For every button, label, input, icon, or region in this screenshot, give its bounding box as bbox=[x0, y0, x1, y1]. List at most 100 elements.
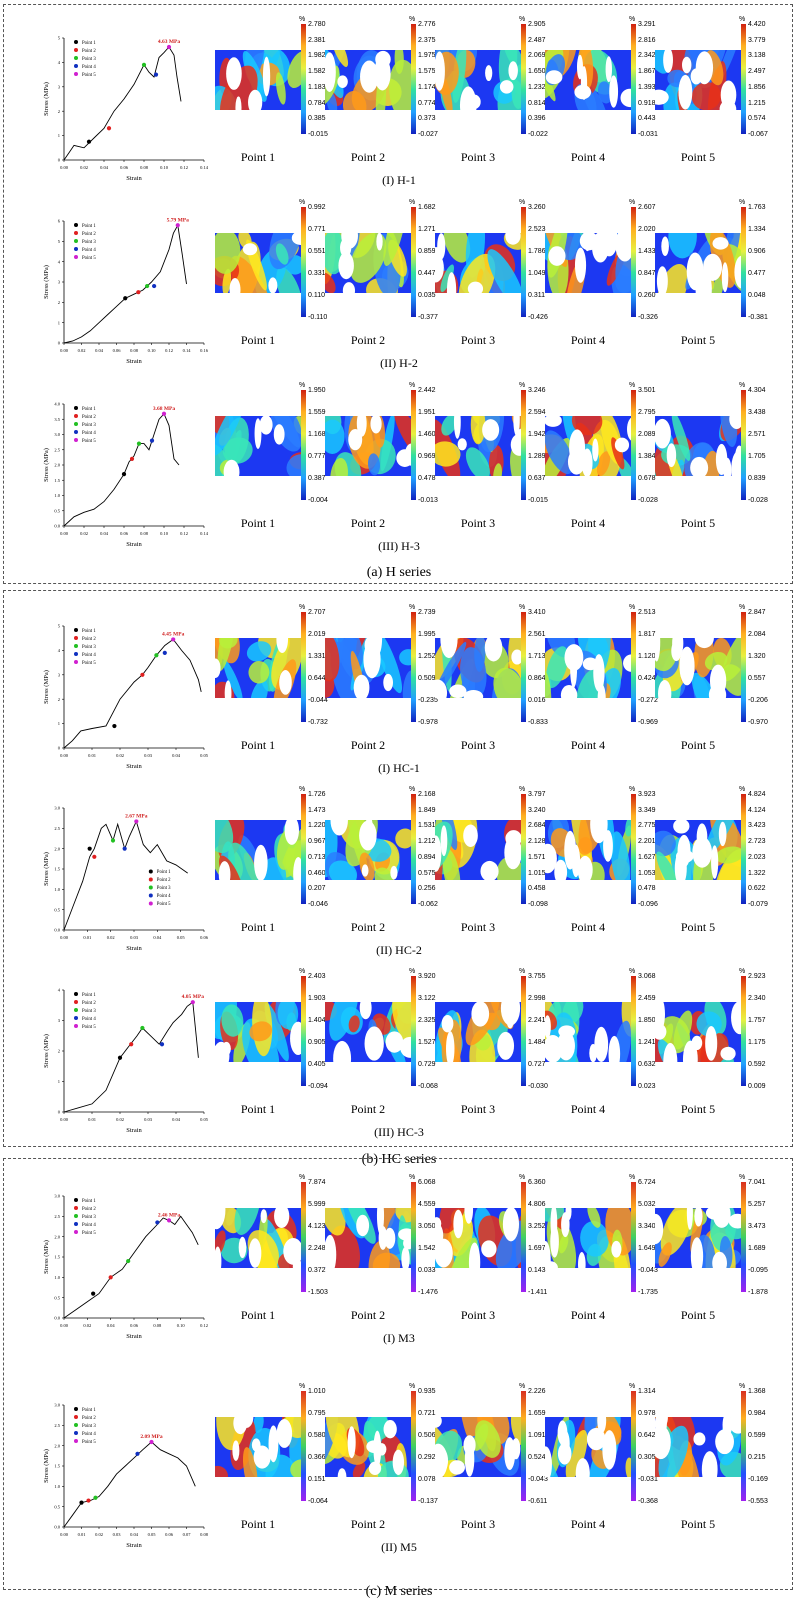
crack-void bbox=[671, 640, 682, 662]
x-tick-label: 0.14 bbox=[183, 348, 192, 353]
y-tick-label: 4 bbox=[58, 648, 61, 653]
legend-label: Point 3 bbox=[157, 886, 171, 891]
colorbar-tick-label: 0.478 bbox=[638, 885, 656, 893]
strain-field-svg bbox=[215, 820, 303, 880]
legend-label: Point 5 bbox=[157, 902, 171, 907]
strain-band bbox=[435, 441, 461, 467]
crack-void bbox=[375, 50, 391, 68]
legend-swatch bbox=[74, 40, 78, 44]
colorbar-tick-label: 1.174 bbox=[418, 83, 436, 91]
strain-contour-map bbox=[655, 1208, 743, 1268]
colorbar-tick-label: 6.068 bbox=[418, 1179, 436, 1186]
x-tick-label: 0.01 bbox=[78, 1532, 86, 1537]
legend-swatch bbox=[148, 885, 153, 890]
colorbar bbox=[631, 390, 636, 500]
crack-void bbox=[597, 684, 606, 698]
x-tick-label: 0.02 bbox=[116, 1117, 124, 1122]
crack-void bbox=[218, 861, 231, 880]
strain-band bbox=[465, 447, 490, 476]
crack-void bbox=[608, 1035, 621, 1062]
strain-band bbox=[446, 1237, 478, 1268]
row-caption: (II) M5 bbox=[381, 1540, 417, 1554]
colorbar-tick-label: 1.627 bbox=[638, 853, 656, 861]
colorbar-unit: % bbox=[409, 199, 416, 206]
colorbar-unit: % bbox=[299, 1383, 306, 1390]
colorbar-tick-label: 2.816 bbox=[638, 36, 656, 44]
colorbar-tick-label: 0.385 bbox=[308, 115, 326, 123]
crack-void bbox=[482, 419, 500, 441]
point-label: Point 1 bbox=[240, 333, 276, 347]
colorbar-tick-label: 0.478 bbox=[418, 475, 436, 482]
colorbar-tick-label: 1.849 bbox=[418, 806, 436, 814]
legend-label: Point 2 bbox=[157, 878, 171, 883]
colorbar-tick-label: -0.068 bbox=[418, 1083, 438, 1090]
x-axis-label: Strain bbox=[126, 1333, 142, 1340]
y-tick-label: 2.5 bbox=[54, 447, 60, 452]
strain-contour-map bbox=[545, 1002, 633, 1062]
y-tick-label: 5 bbox=[58, 624, 61, 629]
legend-swatch bbox=[74, 72, 78, 76]
crack-void bbox=[480, 860, 499, 880]
x-tick-label: 0.03 bbox=[144, 753, 153, 758]
strain-band bbox=[545, 646, 569, 689]
point-label: Point 2 bbox=[350, 920, 386, 934]
crack-void bbox=[590, 820, 608, 844]
point-label: Point 5 bbox=[680, 516, 716, 530]
strain-field-svg bbox=[215, 1002, 303, 1062]
strain-band bbox=[250, 679, 268, 698]
legend-swatch bbox=[74, 438, 78, 442]
crack-void bbox=[558, 1025, 576, 1038]
point-label: Point 4 bbox=[570, 150, 606, 164]
colorbar bbox=[301, 794, 306, 904]
colorbar bbox=[301, 1391, 306, 1501]
strain-contour-map bbox=[655, 50, 743, 110]
colorbar-tick-label: 2.607 bbox=[638, 204, 656, 211]
stress-strain-chart: 0.00 0.01 0.02 0.03 0.04 0.05 0.06 0.07 0.08 0.0 0… bbox=[43, 1403, 209, 1549]
y-tick-label: 4 bbox=[58, 259, 61, 264]
colorbar-tick-label: 1.650 bbox=[528, 68, 546, 76]
crack-void bbox=[545, 1240, 551, 1268]
colorbar-tick-label: 0.678 bbox=[638, 475, 656, 482]
point-label: Point 4 bbox=[570, 920, 606, 934]
x-tick-label: 0.12 bbox=[200, 1323, 208, 1328]
colorbar-tick-label: 0.644 bbox=[308, 675, 326, 682]
crack-void bbox=[569, 429, 586, 466]
crack-void bbox=[383, 1420, 397, 1439]
colorbar-tick-label: 0.477 bbox=[748, 270, 766, 277]
y-tick-label: 3 bbox=[58, 280, 61, 285]
x-tick-label: 0.05 bbox=[177, 935, 186, 940]
colorbar-tick-label: 0.078 bbox=[418, 1476, 436, 1483]
colorbar-unit: % bbox=[629, 786, 636, 793]
colorbar-unit: % bbox=[299, 199, 306, 206]
legend-label: Point 2 bbox=[82, 232, 96, 237]
colorbar-tick-label: 0.372 bbox=[308, 1267, 326, 1274]
x-tick-label: 0.04 bbox=[172, 1117, 181, 1122]
series-panel bbox=[3, 4, 793, 584]
strain-band bbox=[222, 268, 232, 293]
legend-swatch bbox=[74, 1198, 78, 1202]
crack-void bbox=[276, 638, 289, 654]
row-caption: (I) HC-1 bbox=[378, 761, 420, 775]
strain-contour-map bbox=[545, 50, 633, 110]
strain-band bbox=[658, 1242, 672, 1267]
stress-strain-chart: 0.00 0.01 0.02 0.03 0.04 0.05 0 1 2 3 4 Strain Stres… bbox=[43, 988, 209, 1134]
legend-swatch bbox=[74, 406, 78, 410]
colorbar-tick-label: -0.044 bbox=[308, 697, 328, 704]
strain-field-svg bbox=[435, 820, 523, 880]
row-caption: (III) HC-3 bbox=[374, 1125, 424, 1139]
strain-field-svg bbox=[325, 1208, 413, 1268]
legend-label: Point 4 bbox=[82, 65, 96, 70]
strain-band bbox=[474, 638, 486, 672]
colorbar-tick-label: 0.935 bbox=[418, 1388, 436, 1395]
y-axis-label: Stress (MPa) bbox=[43, 852, 50, 886]
colorbar-tick-label: 0.311 bbox=[528, 292, 545, 299]
crack-void bbox=[554, 859, 568, 880]
colorbar bbox=[411, 390, 416, 500]
colorbar-tick-label: -0.732 bbox=[308, 719, 328, 726]
legend-label: Point 1 bbox=[82, 41, 96, 46]
stress-strain-line bbox=[63, 412, 180, 527]
legend-swatch bbox=[74, 48, 78, 52]
y-tick-label: 0 bbox=[58, 1110, 61, 1115]
colorbar-tick-label: 1.334 bbox=[748, 226, 766, 233]
colorbar-tick-label: -0.978 bbox=[418, 719, 438, 726]
